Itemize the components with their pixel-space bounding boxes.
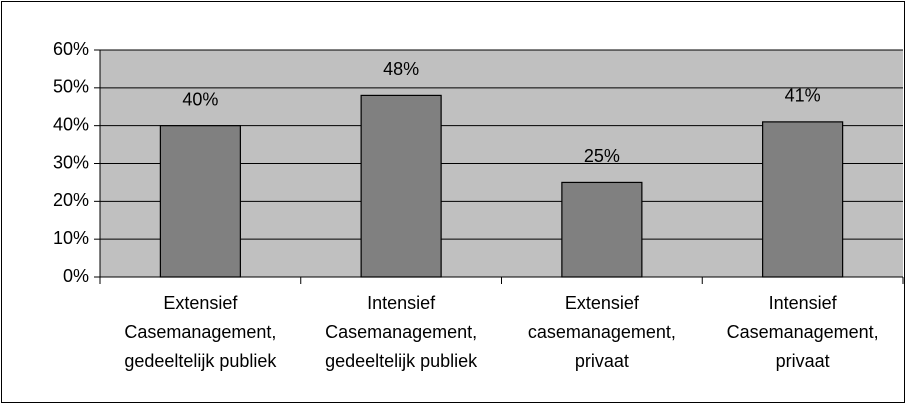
x-tick-label: casemanagement,: [528, 322, 676, 342]
x-tick-label: Casemanagement,: [727, 322, 879, 342]
bar: [762, 121, 844, 278]
y-tick-label: 40%: [53, 114, 89, 134]
x-tick-label: Casemanagement,: [325, 322, 477, 342]
x-tick-label: Casemanagement,: [124, 322, 276, 342]
bar: [561, 181, 643, 278]
x-tick-label: gedeeltelijk publiek: [124, 351, 277, 371]
y-tick-label: 50%: [53, 77, 89, 97]
x-tick-label: Extensief: [163, 293, 238, 313]
data-label: 40%: [182, 89, 218, 109]
x-tick-label: Extensief: [565, 293, 640, 313]
data-label: 41%: [785, 86, 821, 106]
y-tick-label: 10%: [53, 228, 89, 248]
y-tick-label: 60%: [53, 39, 89, 59]
x-tick-label: Intensief: [769, 293, 838, 313]
y-tick-label: 30%: [53, 152, 89, 172]
x-tick-label: privaat: [776, 351, 830, 371]
x-tick-label: privaat: [575, 351, 629, 371]
x-tick-label: gedeeltelijk publiek: [325, 351, 478, 371]
bar: [159, 125, 241, 278]
data-label: 48%: [383, 59, 419, 79]
bar: [360, 94, 442, 278]
y-tick-label: 20%: [53, 190, 89, 210]
data-label: 25%: [584, 146, 620, 166]
y-tick-label: 0%: [63, 266, 89, 286]
x-tick-label: Intensief: [367, 293, 436, 313]
